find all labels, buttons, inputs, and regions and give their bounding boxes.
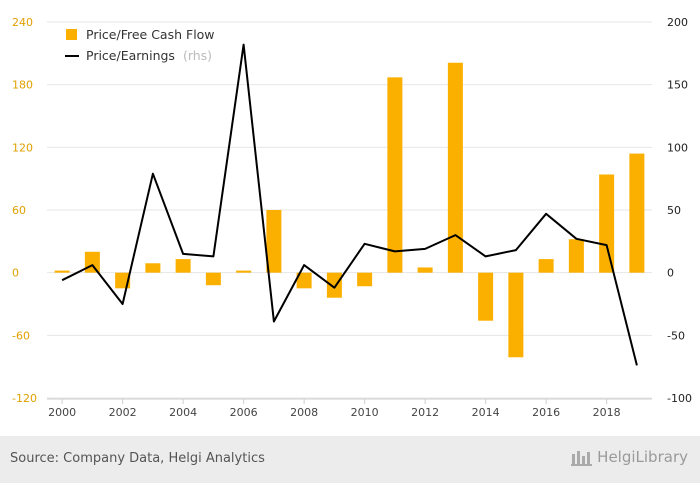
x-tick-label: 2018 xyxy=(593,406,621,419)
bar-2013 xyxy=(447,62,463,273)
library-icon xyxy=(571,451,593,466)
bar-2004 xyxy=(175,259,191,273)
bar-2001 xyxy=(84,251,100,273)
pe-line xyxy=(61,43,638,366)
grid-lines xyxy=(47,21,652,399)
bar-2003 xyxy=(145,263,161,273)
bar-2000 xyxy=(54,270,70,273)
right-axis: 200 150 100 50 0 -50 -100 xyxy=(667,16,692,405)
left-tick-label: 60 xyxy=(12,204,26,217)
x-tick-label: 2000 xyxy=(48,406,76,419)
x-tick-label: 2016 xyxy=(532,406,560,419)
right-tick-label: 100 xyxy=(667,141,688,154)
bar-2009 xyxy=(326,272,342,298)
left-tick-label: 240 xyxy=(12,16,33,29)
bar-2018 xyxy=(599,174,615,273)
left-tick-label: 180 xyxy=(12,79,33,92)
x-tick-label: 2012 xyxy=(411,406,439,419)
legend: Price/Free Cash Flow Price/Earnings (rhs… xyxy=(65,27,215,63)
source-note: Source: Company Data, Helgi Analytics xyxy=(10,451,265,466)
left-tick-label: -120 xyxy=(12,392,37,405)
x-tick-label: 2006 xyxy=(230,406,258,419)
right-tick-label: 0 xyxy=(667,267,674,280)
bar-2012 xyxy=(417,267,433,273)
bar-2006 xyxy=(236,270,252,273)
legend-label-pe: Price/Earnings (rhs) xyxy=(86,48,212,63)
x-tick-label: 2002 xyxy=(109,406,137,419)
left-tick-label: 120 xyxy=(12,141,33,154)
left-axis: 240 180 120 60 0 -60 -120 xyxy=(12,16,37,405)
bar-2007 xyxy=(266,210,282,273)
legend-label-fcf: Price/Free Cash Flow xyxy=(86,27,215,42)
bar-2017 xyxy=(568,239,584,273)
legend-label-pe-name: Price/Earnings xyxy=(86,48,175,63)
x-tick-label: 2004 xyxy=(169,406,197,419)
left-tick-label: 0 xyxy=(12,267,19,280)
right-tick-label: 150 xyxy=(667,79,688,92)
right-tick-label: -100 xyxy=(667,392,692,405)
bar-2015 xyxy=(508,272,524,358)
legend-label-pe-suffix: (rhs) xyxy=(183,48,212,63)
left-tick-label: -60 xyxy=(12,329,30,342)
bar-2011 xyxy=(387,77,403,273)
brand-name: HelgiLibrary xyxy=(597,448,688,466)
right-tick-label: 50 xyxy=(667,204,681,217)
bar-2010 xyxy=(357,272,373,287)
right-tick-label: 200 xyxy=(667,16,688,29)
brand-logo: HelgiLibrary xyxy=(571,448,688,466)
legend-swatch-fcf xyxy=(66,29,77,40)
x-tick-label: 2008 xyxy=(290,406,318,419)
right-tick-label: -50 xyxy=(667,329,685,342)
x-tick-label: 2014 xyxy=(472,406,500,419)
bar-2019 xyxy=(629,153,645,273)
x-tick-label: 2010 xyxy=(351,406,379,419)
bar-2014 xyxy=(478,272,494,321)
bar-series xyxy=(54,62,645,358)
x-axis: 2000 2002 2004 2006 2008 2010 2012 2014 2016 2018 xyxy=(47,398,652,419)
bar-2005 xyxy=(205,272,221,286)
bar-2016 xyxy=(538,259,554,273)
bar-2008 xyxy=(296,272,312,289)
